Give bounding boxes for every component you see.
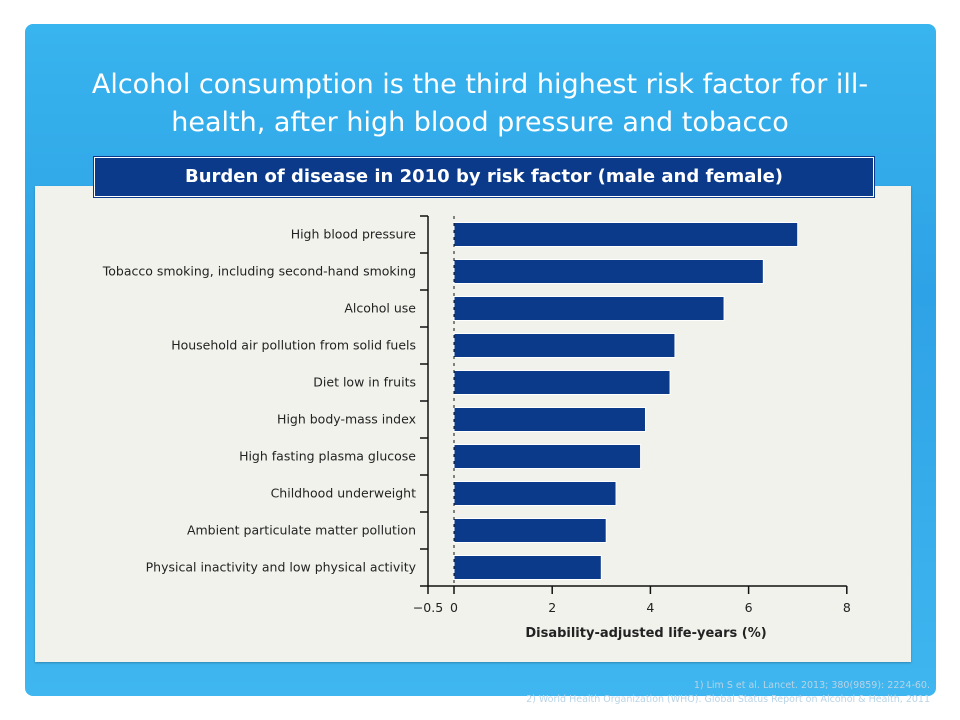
category-label: High fasting plasma glucose — [239, 449, 416, 464]
bar — [453, 481, 617, 506]
category-label: Diet low in fruits — [313, 375, 416, 390]
bar — [453, 296, 725, 321]
bar — [453, 444, 642, 469]
bar — [453, 518, 607, 543]
category-label: Childhood underweight — [271, 486, 417, 501]
labels-layer: High blood pressure Tobacco smoking, incl… — [102, 227, 851, 616]
x-tick-label: 6 — [745, 600, 753, 615]
x-tick-label: −0.5 — [413, 600, 443, 615]
bar — [453, 370, 671, 395]
source-citations: 1) Lim S et al. Lancet. 2013; 380(9859):… — [526, 679, 930, 707]
bar — [453, 407, 646, 432]
x-tick-label: 0 — [450, 600, 458, 615]
category-label: Tobacco smoking, including second-hand s… — [102, 264, 416, 279]
category-label: Physical inactivity and low physical act… — [146, 560, 417, 575]
x-tick-label: 2 — [548, 600, 556, 615]
source-line: 1) Lim S et al. Lancet. 2013; 380(9859):… — [693, 680, 930, 691]
category-label: High blood pressure — [291, 227, 417, 242]
x-tick-label: 8 — [843, 600, 851, 615]
x-tick-label: 4 — [646, 600, 654, 615]
category-label: High body-mass index — [277, 412, 416, 427]
slide-title: Alcohol consumption is the third highest… — [91, 69, 869, 138]
bar — [453, 259, 764, 284]
bars-layer — [453, 222, 799, 580]
bar — [453, 555, 602, 580]
axis-layer — [420, 215, 848, 594]
bar — [453, 222, 799, 247]
category-label: Ambient particulate matter pollution — [187, 523, 416, 538]
category-label: Alcohol use — [344, 301, 416, 316]
chart-title-banner: Burden of disease in 2010 by risk factor… — [94, 157, 874, 197]
category-label: Household air pollution from solid fuels — [171, 338, 416, 353]
x-axis-label: Disability-adjusted life-years (%) — [525, 626, 766, 641]
bar — [453, 333, 676, 358]
source-line: 2) World Health Organization (WHO). Glob… — [526, 694, 930, 705]
